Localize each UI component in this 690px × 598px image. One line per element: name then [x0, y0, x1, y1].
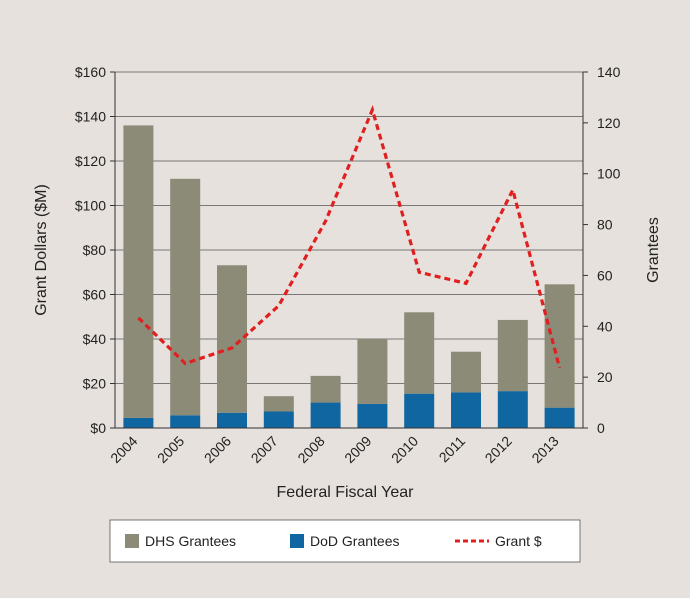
y-tick-label: $120: [75, 153, 106, 169]
x-tick-label: 2010: [388, 433, 421, 466]
x-axis-title: Federal Fiscal Year: [277, 484, 415, 501]
y2-tick-label: 100: [597, 166, 621, 182]
y-tick-label: $80: [83, 242, 107, 258]
y2-axis-title: Grantees: [645, 217, 662, 283]
bar-dhs-grantees-2009: [357, 339, 388, 404]
x-tick-label: 2012: [482, 433, 515, 466]
legend-label: DoD Grantees: [310, 533, 399, 549]
bar-dhs-grantees-2006: [217, 265, 247, 413]
bar-dod-grantees-2013: [544, 407, 575, 428]
bar-dod-grantees-2005: [170, 415, 201, 428]
bar-dhs-grantees-2005: [170, 178, 201, 416]
y-tick-label: $160: [75, 64, 106, 80]
y-tick-label: $100: [75, 198, 106, 214]
bar-dod-grantees-2011: [451, 392, 481, 428]
x-tick-label: 2005: [154, 433, 187, 466]
bar-dod-grantees-2006: [217, 412, 247, 428]
bar-series: [123, 125, 575, 428]
y2-tick-label: 120: [597, 115, 621, 131]
y2-tick-label: 140: [597, 64, 621, 80]
bar-dhs-grantees-2004: [123, 125, 154, 418]
legend-label: Grant $: [495, 533, 542, 549]
axes: $0 $20 $40 $60 $80 $100 $120 $140 $160 0 20 40 60 80 1…: [75, 64, 621, 466]
line-series: [137, 105, 562, 369]
y2-tick-label: 40: [597, 318, 613, 334]
x-tick-label: 2004: [107, 433, 140, 466]
y-tick-label: $60: [83, 287, 107, 303]
x-tick-label: 2011: [436, 433, 469, 466]
bar-dod-grantees-2009: [357, 403, 388, 428]
bar-dhs-grantees-2013: [544, 284, 575, 408]
y-tick-label: $20: [83, 376, 107, 392]
x-tick-label: 2013: [528, 433, 561, 466]
bar-dhs-grantees-2012: [497, 319, 528, 392]
y2-tick-label: 60: [597, 267, 613, 283]
y-tick-label: $40: [83, 331, 107, 347]
bar-dod-grantees-2004: [123, 417, 154, 428]
x-tick-label: 2009: [341, 433, 374, 466]
x-tick-label: 2008: [294, 433, 327, 466]
y-tick-label: $140: [75, 109, 106, 125]
y2-tick-label: 0: [597, 420, 605, 436]
legend: DHS Grantees DoD Grantees Grant $: [109, 519, 581, 563]
x-tick-label: 2006: [201, 433, 234, 466]
bar-dod-grantees-2010: [404, 393, 435, 428]
y-axis-title: Grant Dollars ($M): [33, 184, 50, 316]
grant-dollars-line: [137, 105, 562, 369]
x-tick-label: 2007: [248, 433, 281, 466]
bar-dod-grantees-2012: [497, 391, 528, 428]
legend-label: DHS Grantees: [145, 533, 236, 549]
y-tick-label: $0: [90, 420, 106, 436]
legend-swatch-0: [125, 534, 139, 548]
y2-tick-label: 20: [597, 369, 613, 385]
bar-dhs-grantees-2008: [310, 375, 341, 403]
legend-box: [109, 519, 581, 563]
bar-dod-grantees-2008: [310, 402, 341, 428]
bar-dhs-grantees-2011: [451, 351, 481, 393]
y2-tick-label: 80: [597, 217, 613, 233]
legend-swatch-1: [290, 534, 304, 548]
bar-dod-grantees-2007: [263, 411, 294, 428]
bar-dhs-grantees-2010: [404, 312, 435, 394]
bar-dhs-grantees-2007: [263, 396, 294, 412]
